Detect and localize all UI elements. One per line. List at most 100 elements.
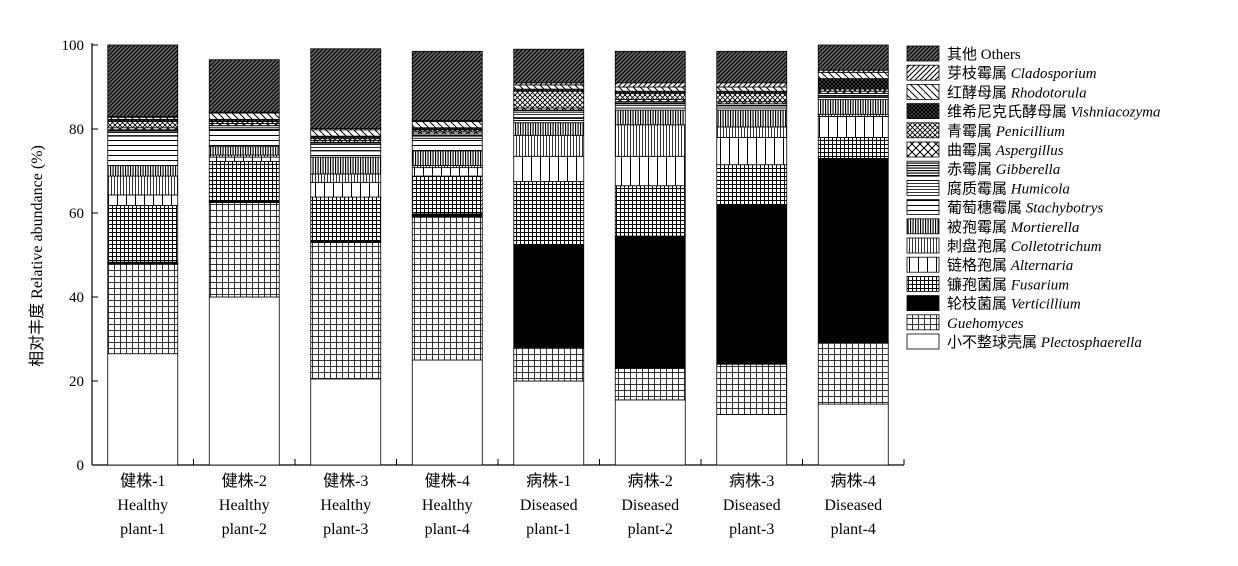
bar-segment bbox=[310, 196, 382, 242]
legend-label: 葡萄穗霉属 Stachybotrys bbox=[947, 200, 1103, 217]
bar-segment bbox=[817, 71, 889, 80]
legend: 其他 Others 芽枝霉属 Cladosporium 红酵母属 Rhodotoru… bbox=[906, 45, 1160, 351]
bar-segment bbox=[614, 109, 686, 126]
category-label: plant-4 bbox=[425, 521, 470, 538]
legend-label: Guehomyces bbox=[947, 316, 1024, 332]
category-label: Healthy bbox=[320, 497, 371, 514]
bar-stack bbox=[310, 48, 382, 466]
legend-label: 青霉属 Penicillium bbox=[947, 123, 1065, 140]
legend-swatch bbox=[906, 199, 940, 216]
bar-segment bbox=[208, 146, 280, 156]
bar-segment bbox=[310, 129, 382, 137]
legend-item: 刺盘孢属 Colletotrichum bbox=[906, 237, 1102, 255]
bar-segment bbox=[310, 48, 382, 129]
bar-segment bbox=[107, 194, 179, 206]
category-label: Healthy bbox=[422, 497, 473, 514]
bar-segment bbox=[716, 363, 788, 416]
legend-label: 刺盘孢属 Colletotrichum bbox=[947, 237, 1102, 255]
bar-segment bbox=[107, 44, 179, 117]
y-tick-label: 0 bbox=[77, 458, 85, 474]
bar-segment bbox=[614, 103, 686, 109]
category-labels: 健株-1 Healthy plant-1 健株-2 Healthy plant-2 健株-3… bbox=[117, 472, 882, 538]
category-label: 病株-1 bbox=[526, 472, 571, 490]
legend-label: 链格孢属 Alternaria bbox=[947, 257, 1073, 274]
legend-item: 小不整球壳属 Plectosphaerella bbox=[906, 333, 1142, 351]
bar-segment bbox=[614, 86, 686, 92]
bar-segment bbox=[716, 136, 788, 166]
legend-swatch bbox=[906, 275, 940, 292]
bar-segment bbox=[614, 399, 686, 466]
category-label: 健株-3 bbox=[323, 472, 368, 490]
legend-swatch bbox=[906, 103, 940, 119]
bar-stack bbox=[208, 59, 280, 466]
bar-stack bbox=[411, 50, 483, 466]
category-label: plant-1 bbox=[526, 521, 571, 538]
category-label: 健株-2 bbox=[222, 472, 267, 490]
category-label: 病株-3 bbox=[729, 472, 774, 490]
legend-swatch bbox=[906, 64, 940, 81]
bar-segment bbox=[513, 134, 585, 157]
bar-segment bbox=[513, 380, 585, 466]
legend-swatch bbox=[906, 160, 940, 177]
bar-stack bbox=[513, 48, 585, 466]
bar-stack bbox=[716, 50, 788, 466]
bar-segment bbox=[716, 164, 788, 205]
bar-segment bbox=[716, 204, 788, 365]
bar-segment bbox=[513, 84, 585, 90]
bar-segment bbox=[817, 342, 889, 405]
legend-swatch bbox=[906, 256, 940, 273]
category-label: plant-3 bbox=[729, 521, 774, 538]
legend-item: 腐质霉属 Humicola bbox=[906, 179, 1070, 197]
bar-segment bbox=[614, 155, 686, 187]
bar-segment bbox=[411, 213, 483, 218]
bar-segment bbox=[411, 216, 483, 361]
bar-segment bbox=[208, 59, 280, 113]
legend-item: 镰孢菌属 Fusarium bbox=[906, 275, 1069, 293]
bar-segment bbox=[107, 175, 179, 196]
legend-item: 青霉属 Penicillium bbox=[906, 122, 1065, 140]
bar-segment bbox=[208, 129, 280, 148]
bar-segment bbox=[513, 48, 585, 84]
legend-label: 小不整球壳属 Plectosphaerella bbox=[947, 334, 1142, 351]
bar-segment bbox=[411, 121, 483, 129]
legend-item: Guehomyces bbox=[906, 314, 1024, 332]
y-axis-label-group: 相对丰度 Relative abundance (%) bbox=[28, 145, 46, 367]
bar-segment bbox=[411, 50, 483, 122]
bar-segment bbox=[817, 116, 889, 138]
bar-segment bbox=[310, 150, 382, 158]
bar-stack bbox=[817, 44, 889, 466]
legend-swatch bbox=[906, 333, 940, 350]
category-label: plant-4 bbox=[831, 521, 876, 538]
category-label: 病株-2 bbox=[628, 472, 673, 490]
bar-segment bbox=[107, 262, 179, 355]
legend-swatch bbox=[906, 122, 940, 139]
bar-segment bbox=[817, 44, 889, 71]
bar-segment bbox=[208, 156, 280, 162]
bar-segment bbox=[614, 92, 686, 101]
legend-label: 轮枝菌属 Verticillium bbox=[947, 296, 1081, 313]
legend-swatch bbox=[906, 84, 940, 100]
category-label: Diseased bbox=[723, 497, 781, 514]
y-tick-label: 20 bbox=[69, 374, 84, 390]
bar-segment bbox=[310, 173, 382, 183]
category-label: Healthy bbox=[117, 497, 168, 514]
bar-segment bbox=[107, 353, 179, 466]
legend-item: 轮枝菌属 Verticillium bbox=[906, 295, 1081, 313]
bar-segment bbox=[716, 50, 788, 84]
bar-segment bbox=[513, 346, 585, 382]
bar-segment bbox=[411, 167, 483, 177]
category-label: Healthy bbox=[219, 497, 270, 514]
legend-item: 赤霉属 Gibberella bbox=[906, 160, 1060, 178]
category-label: plant-2 bbox=[222, 521, 267, 538]
legend-item: 被孢霉属 Mortierella bbox=[906, 218, 1079, 236]
category-label: plant-2 bbox=[628, 521, 673, 538]
bar-segment bbox=[310, 181, 382, 198]
bar-segment bbox=[513, 244, 585, 348]
bar-segment bbox=[716, 126, 788, 138]
bar-segment bbox=[716, 82, 788, 88]
bar-segment bbox=[208, 296, 280, 466]
legend-label: 被孢霉属 Mortierella bbox=[947, 219, 1079, 236]
bar-segment bbox=[513, 118, 585, 124]
legend-label: 腐质霉属 Humicola bbox=[947, 179, 1070, 197]
bar-segment bbox=[513, 181, 585, 245]
